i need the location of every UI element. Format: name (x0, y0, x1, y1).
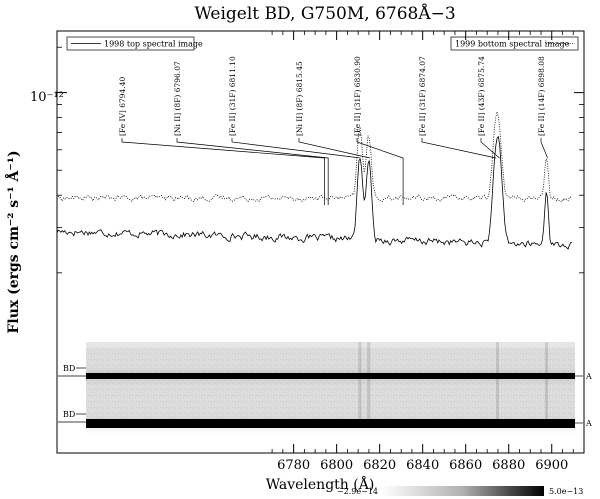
line-id-leader (356, 138, 404, 205)
colorbar-min-label: −2.9e−14 (337, 487, 378, 496)
spectrum-series-line (56, 135, 573, 250)
chart-title: Weigelt BD, G750M, 6768Å−3 (194, 3, 455, 24)
line-id-leader (231, 138, 361, 159)
legend-left-label: 1998 top spectral image (104, 40, 203, 49)
image-label-bd-bottom: BD (63, 410, 75, 419)
line-id-label: [Fe II] (31F) 6811.10 (228, 56, 237, 136)
line-id-label: [Ni II] (8F) 6815.45 (295, 61, 304, 136)
line-identifications: [Fe IV] 6794.40 [Ni II] (8F) 6796.07 [Fe I… (118, 56, 548, 205)
line-id-leader (480, 138, 500, 159)
image-label-a-bottom: A (585, 419, 592, 428)
plot-frame (56, 30, 585, 454)
image-emission-column (496, 342, 500, 428)
line-id-leader (421, 138, 497, 159)
x-tick-label: 6820 (363, 458, 396, 473)
line-id-label: [Fe II] (14F) 6898.08 (537, 56, 546, 136)
y-axis-label: Flux (ergs cm⁻² s⁻¹ Å⁻¹) (4, 150, 22, 333)
legend-left-box (66, 36, 195, 51)
spectra (56, 111, 573, 250)
colorbar: −2.9e−14 5.0e−13 (337, 486, 583, 496)
image-label-bd-top: BD (63, 364, 75, 373)
x-axis-ticks: 6780 6800 6820 6840 6860 6880 6900 (271, 31, 574, 473)
colorbar-max-label: 5.0e−13 (549, 487, 583, 496)
image-emission-column (545, 342, 549, 428)
spectral-image-top-fade (86, 342, 575, 348)
spectrum-series-line (56, 111, 573, 203)
legend-right-box (450, 36, 579, 51)
line-id-label: [Ni II] (8F) 6796.07 (173, 61, 182, 136)
legend-left: 1998 top spectral image (66, 36, 203, 51)
line-id-label: [Fe II] (43F) 6875.74 (477, 56, 486, 136)
legend-right: 1999 bottom spectral image (450, 36, 579, 51)
spectral-image-band-top (86, 373, 575, 379)
x-tick-label: 6860 (449, 458, 482, 473)
colorbar-gradient (381, 486, 544, 496)
x-tick-label: 6780 (277, 458, 310, 473)
line-id-leader (540, 138, 548, 159)
line-id-label: [Fe II] (31F) 6830.90 (353, 56, 362, 136)
x-axis-label: Wavelength (Å) (266, 475, 375, 493)
image-emission-column (367, 342, 371, 428)
line-id-leader (176, 138, 329, 205)
line-id-label: [Fe IV] 6794.40 (118, 77, 127, 136)
image-emission-column (358, 342, 362, 428)
x-tick-label: 6900 (535, 458, 568, 473)
line-id-label: [Fe II] (31F) 6874.07 (418, 56, 427, 136)
x-tick-label: 6800 (320, 458, 353, 473)
y-axis-ticks (57, 46, 584, 274)
x-tick-label: 6840 (406, 458, 439, 473)
line-id-leader (298, 138, 370, 159)
y-tick-label-main: 10⁻¹² (30, 90, 64, 105)
image-label-a-top: A (585, 372, 592, 381)
spectral-image-band-bottom (86, 419, 575, 428)
legend-right-label: 1999 bottom spectral image (455, 40, 570, 49)
line-id-leader (121, 138, 325, 205)
x-tick-label: 6880 (492, 458, 525, 473)
spectral-image-emission-features (358, 342, 549, 428)
spectral-image-panel: BD BD A A (58, 342, 592, 434)
